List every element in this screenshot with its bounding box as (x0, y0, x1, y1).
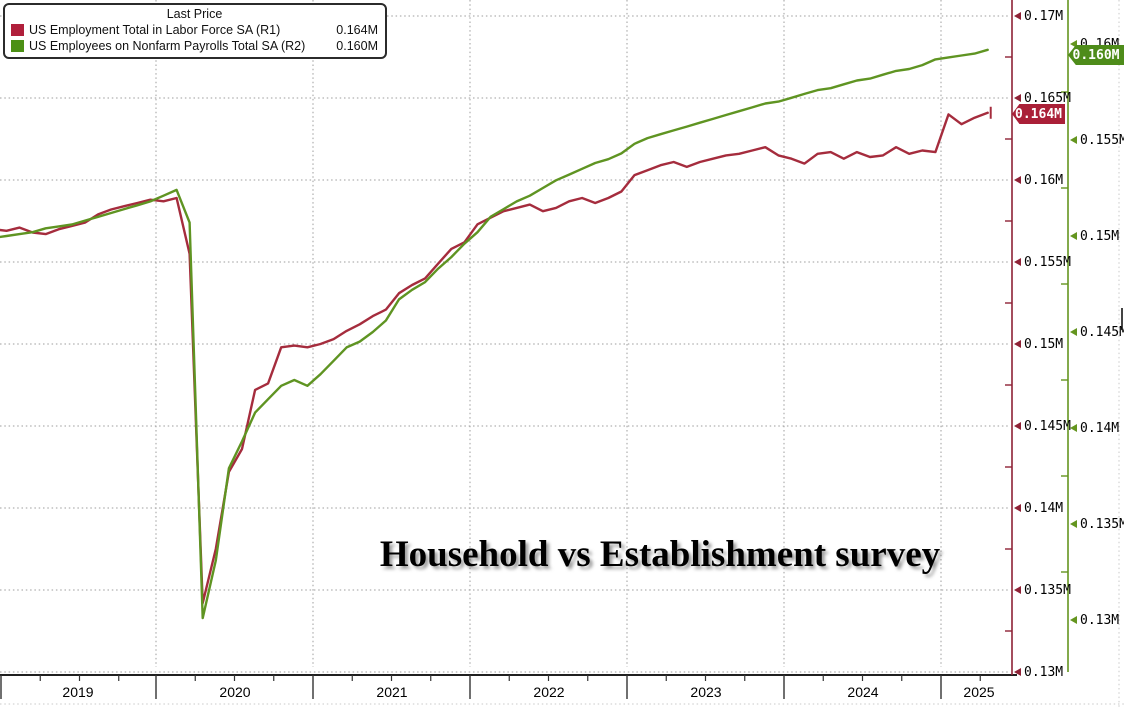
tick-arrow-icon (1014, 586, 1021, 594)
legend-label: US Employees on Nonfarm Payrolls Total S… (29, 39, 306, 53)
tick-arrow-icon (1014, 504, 1021, 512)
legend-value: 0.164M (336, 23, 378, 37)
tick-label-text: 0.135M (1024, 582, 1071, 598)
series-line-payrolls (0, 48, 989, 620)
tick-arrow-icon (1014, 176, 1021, 184)
series-swatch-red (11, 24, 24, 36)
tick-arrow-icon (1014, 94, 1021, 102)
x-axis-year-label: 2023 (690, 684, 722, 700)
tick-label-text: 0.165M (1024, 90, 1071, 106)
tick-label-text: 0.13M (1024, 664, 1064, 680)
r1-tick-label: 0.13M (1014, 664, 1063, 680)
tick-label-text: 0.15M (1080, 228, 1120, 244)
tick-label-text: 0.145M (1080, 324, 1124, 340)
last-price-badge-household: 0.164M (1012, 104, 1065, 124)
tick-arrow-icon (1070, 136, 1077, 144)
r1-tick-label: 0.14M (1014, 500, 1063, 516)
legend-title: Last Price (166, 7, 223, 21)
legend-row-payrolls[interactable]: US Employees on Nonfarm Payrolls Total S… (11, 38, 378, 54)
tick-arrow-icon (1070, 328, 1077, 336)
r1-tick-label: 0.15M (1014, 336, 1063, 352)
tick-label-text: 0.155M (1024, 254, 1071, 270)
r2-tick-label: 0.15M (1070, 228, 1119, 244)
x-axis-year-label: 2025 (963, 684, 995, 700)
tick-label-text: 0.145M (1024, 418, 1071, 434)
x-axis-year-label: 2021 (376, 684, 408, 700)
tick-arrow-icon (1014, 340, 1021, 348)
legend-label: US Employment Total in Labor Force SA (R… (29, 23, 281, 37)
r2-tick-label: 0.135M (1070, 516, 1124, 532)
r2-tick-label: 0.155M (1070, 132, 1124, 148)
series-line-household (0, 111, 989, 605)
tick-arrow-icon (1070, 520, 1077, 528)
legend[interactable]: Last Price US Employment Total in Labor … (3, 3, 387, 59)
tick-label-text: 0.14M (1024, 500, 1064, 516)
tick-label-text: 0.16M (1024, 172, 1064, 188)
tick-label-text: 0.155M (1080, 132, 1124, 148)
tick-arrow-icon (1014, 422, 1021, 430)
r1-tick-label: 0.135M (1014, 582, 1071, 598)
tick-arrow-icon (1014, 258, 1021, 266)
x-axis-year-label: 2024 (847, 684, 879, 700)
r1-tick-label: 0.17M (1014, 8, 1063, 24)
tick-arrow-icon (1070, 424, 1077, 432)
r2-tick-label: 0.145M (1070, 324, 1124, 340)
tick-arrow-icon (1070, 232, 1077, 240)
series-swatch-green (11, 40, 24, 52)
tick-arrow-icon (1070, 616, 1077, 624)
last-price-badge-payrolls: 0.160M (1068, 45, 1124, 65)
tick-label-text: 0.14M (1080, 420, 1120, 436)
x-axis-year-label: 2020 (219, 684, 251, 700)
legend-row-household[interactable]: US Employment Total in Labor Force SA (R… (11, 22, 378, 38)
tick-label-text: 0.17M (1024, 8, 1064, 24)
tick-arrow-icon (1014, 668, 1021, 676)
r1-tick-label: 0.145M (1014, 418, 1071, 434)
r2-tick-label: 0.13M (1070, 612, 1119, 628)
tick-label-text: 0.135M (1080, 516, 1124, 532)
x-axis-year-label: 2019 (62, 684, 94, 700)
tick-label-text: 0.13M (1080, 612, 1120, 628)
tick-arrow-icon (1014, 12, 1021, 20)
tick-label-text: 0.15M (1024, 336, 1064, 352)
tick-arrow-icon (1070, 40, 1077, 48)
r1-tick-label: 0.165M (1014, 90, 1071, 106)
legend-value: 0.160M (336, 39, 378, 53)
r1-tick-label: 0.155M (1014, 254, 1071, 270)
r2-tick-label: 0.14M (1070, 420, 1119, 436)
chart-annotation-title: Household vs Establishment survey (379, 534, 941, 575)
x-axis-year-label: 2022 (533, 684, 565, 700)
r1-tick-label: 0.16M (1014, 172, 1063, 188)
